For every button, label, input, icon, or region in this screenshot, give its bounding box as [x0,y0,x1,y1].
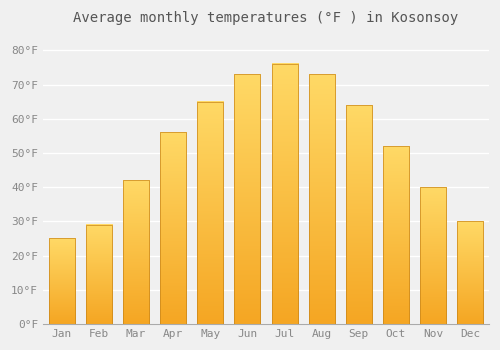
Bar [272,64,297,324]
Bar [458,222,483,324]
Bar [123,180,149,324]
Bar [48,238,74,324]
Bar [160,132,186,324]
Bar [197,102,223,324]
Bar [308,74,334,324]
Bar [234,74,260,324]
Bar [346,105,372,324]
Bar [420,187,446,324]
Bar [383,146,409,324]
Bar [86,225,112,324]
Title: Average monthly temperatures (°F ) in Kosonsoy: Average monthly temperatures (°F ) in Ko… [74,11,458,25]
